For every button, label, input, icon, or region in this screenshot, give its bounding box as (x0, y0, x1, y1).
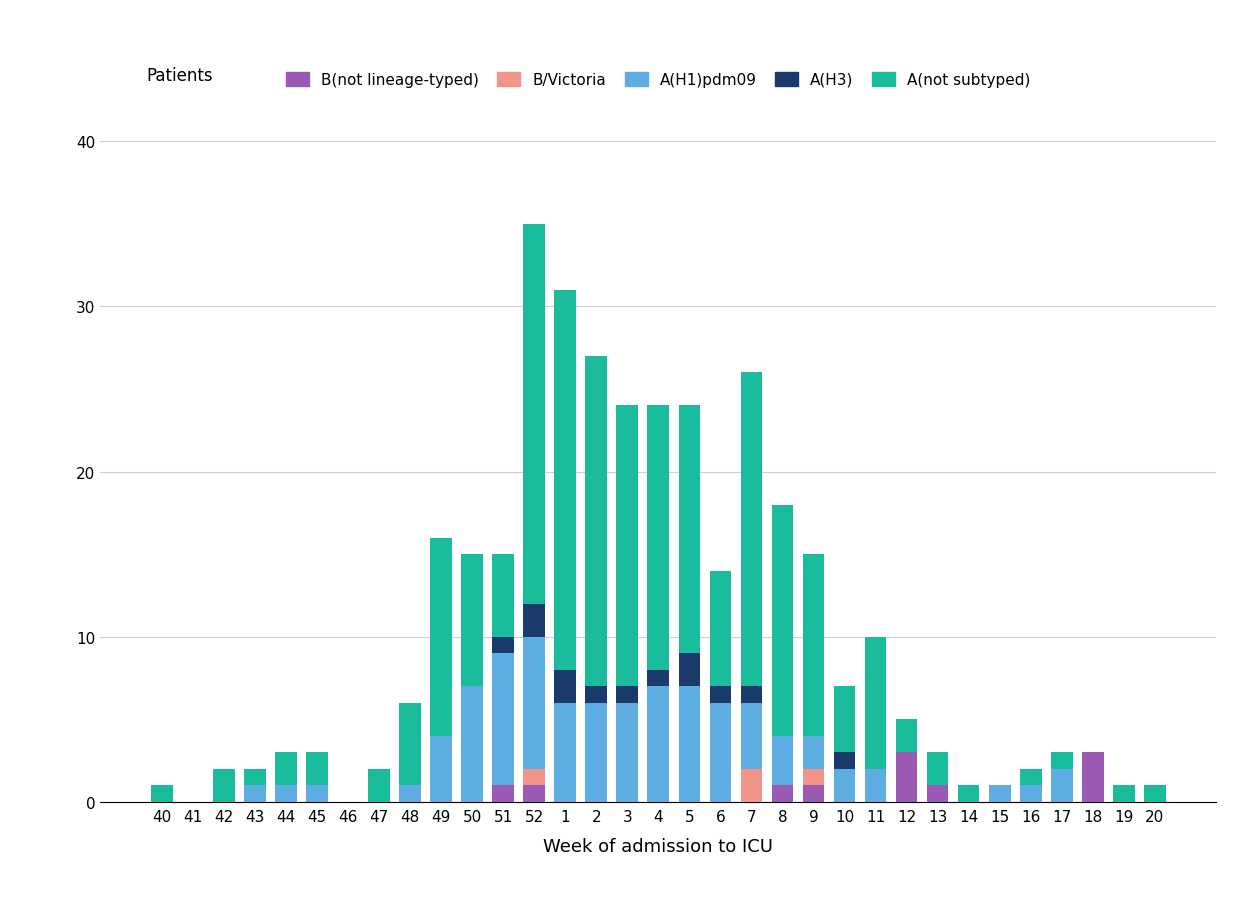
X-axis label: Week of admission to ICU: Week of admission to ICU (543, 837, 774, 855)
Bar (989, 785, 1011, 802)
Bar (461, 686, 483, 802)
Legend: B(not lineage-typed), B/Victoria, A(H1)pdm09, A(H3), A(not subtyped): B(not lineage-typed), B/Victoria, A(H1)p… (286, 73, 1031, 87)
Bar (647, 406, 670, 670)
Bar (803, 785, 824, 802)
Bar (523, 785, 545, 802)
Bar (523, 769, 545, 785)
Bar (1020, 785, 1042, 802)
Bar (493, 653, 514, 785)
Bar (834, 752, 855, 769)
Bar (461, 555, 483, 686)
Bar (617, 406, 638, 686)
Bar (895, 720, 918, 752)
Bar (275, 785, 297, 802)
Bar (927, 752, 948, 785)
Bar (523, 637, 545, 769)
Bar (803, 736, 824, 769)
Bar (865, 637, 887, 769)
Bar (306, 752, 327, 785)
Bar (586, 356, 607, 686)
Bar (1020, 769, 1042, 785)
Bar (834, 686, 855, 752)
Bar (586, 702, 607, 802)
Bar (895, 752, 918, 802)
Text: Patients: Patients (147, 67, 213, 85)
Bar (150, 785, 173, 802)
Bar (741, 769, 762, 802)
Bar (306, 785, 327, 802)
Bar (617, 702, 638, 802)
Bar (1112, 785, 1135, 802)
Bar (430, 537, 451, 736)
Bar (586, 686, 607, 702)
Bar (647, 686, 670, 802)
Bar (678, 406, 700, 653)
Bar (245, 785, 266, 802)
Bar (1051, 769, 1072, 802)
Bar (1051, 752, 1072, 769)
Bar (771, 736, 794, 785)
Bar (245, 769, 266, 785)
Bar (803, 769, 824, 785)
Bar (803, 555, 824, 736)
Bar (710, 571, 731, 686)
Bar (741, 374, 762, 686)
Bar (399, 785, 421, 802)
Bar (213, 769, 234, 802)
Bar (430, 736, 451, 802)
Bar (678, 686, 700, 802)
Bar (369, 769, 390, 802)
Bar (1082, 752, 1104, 802)
Bar (554, 702, 576, 802)
Bar (678, 653, 700, 686)
Bar (523, 604, 545, 637)
Bar (554, 291, 576, 670)
Bar (771, 505, 794, 736)
Bar (554, 670, 576, 702)
Bar (647, 670, 670, 686)
Bar (741, 702, 762, 769)
Bar (741, 686, 762, 702)
Bar (834, 769, 855, 802)
Bar (1144, 785, 1166, 802)
Bar (617, 686, 638, 702)
Bar (399, 702, 421, 785)
Bar (771, 785, 794, 802)
Bar (710, 686, 731, 702)
Bar (710, 702, 731, 802)
Bar (493, 637, 514, 653)
Bar (275, 752, 297, 785)
Bar (927, 785, 948, 802)
Bar (493, 555, 514, 637)
Bar (865, 769, 887, 802)
Bar (523, 225, 545, 604)
Bar (958, 785, 979, 802)
Bar (493, 785, 514, 802)
